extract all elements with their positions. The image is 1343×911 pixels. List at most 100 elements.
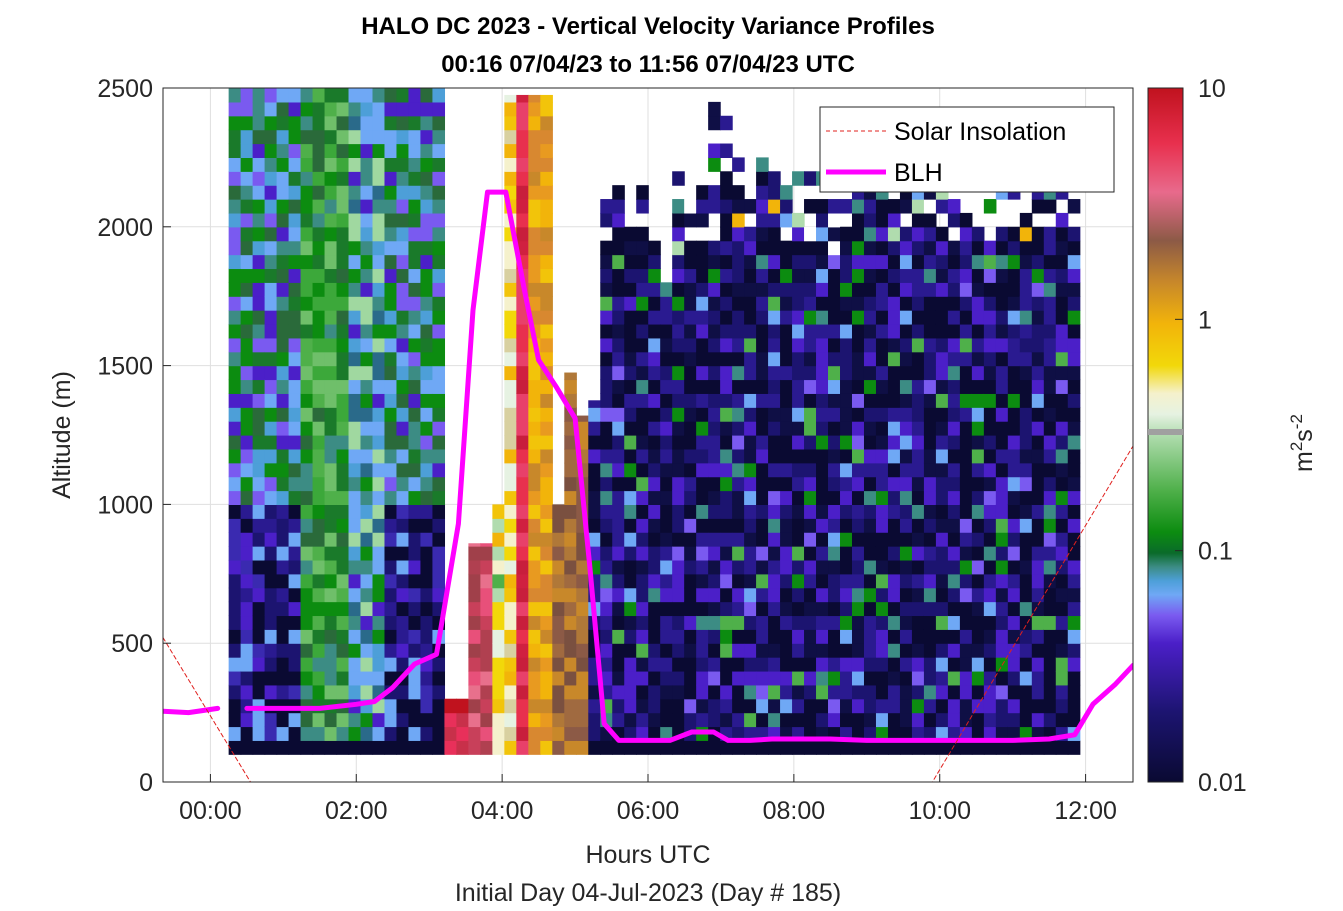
heatmap-cell <box>1007 629 1021 644</box>
heatmap-cell <box>1043 337 1057 353</box>
heatmap-cell <box>887 268 901 283</box>
heatmap-cell <box>756 185 769 200</box>
heatmap-cell <box>935 323 949 339</box>
heatmap-cell <box>396 282 410 297</box>
heatmap-cell <box>276 240 290 256</box>
heatmap-cell <box>840 518 853 533</box>
heatmap-cell <box>360 532 374 547</box>
heatmap-cell <box>264 199 278 214</box>
heatmap-cell <box>1067 379 1081 394</box>
heatmap-cell <box>768 393 781 408</box>
heatmap-cell <box>408 365 422 381</box>
heatmap-cell <box>252 185 266 200</box>
heatmap-cell <box>816 407 829 422</box>
heatmap-cell <box>300 185 314 200</box>
heatmap-cell <box>588 448 601 464</box>
heatmap-cell <box>564 532 577 547</box>
heatmap-cell <box>600 254 613 270</box>
heatmap-cell <box>288 684 302 700</box>
heatmap-cell <box>528 296 541 311</box>
heatmap-cell <box>732 587 745 603</box>
heatmap-cell <box>828 296 841 311</box>
heatmap-cell <box>384 171 398 186</box>
heatmap-cell <box>240 435 254 450</box>
heatmap-cell <box>384 657 398 672</box>
heatmap-cell <box>804 296 817 311</box>
heatmap-cell <box>624 365 637 381</box>
heatmap-cell <box>420 323 434 339</box>
heatmap-cell <box>348 490 362 505</box>
heatmap-cell <box>756 740 769 755</box>
heatmap-cell <box>228 310 242 325</box>
heatmap-cell <box>816 226 829 242</box>
heatmap-cell <box>935 684 949 700</box>
heatmap-cell <box>372 337 386 353</box>
heatmap-cell <box>899 504 913 519</box>
heatmap-cell <box>408 490 422 505</box>
heatmap-cell <box>624 629 637 644</box>
heatmap-cell <box>540 629 553 644</box>
heatmap-cell <box>480 684 493 700</box>
heatmap-cell <box>1067 698 1081 714</box>
heatmap-cell <box>300 212 314 228</box>
heatmap-cell <box>396 240 410 256</box>
heatmap-cell <box>336 143 350 158</box>
heatmap-cell <box>1067 351 1081 367</box>
heatmap-cell <box>983 448 997 464</box>
heatmap-cell <box>420 573 434 589</box>
heatmap-cell <box>360 226 374 242</box>
heatmap-cell <box>780 240 793 256</box>
heatmap-cell <box>696 407 709 422</box>
heatmap-cell <box>252 518 266 533</box>
heatmap-cell <box>780 351 793 367</box>
heatmap-cell <box>276 421 290 436</box>
heatmap-cell <box>1067 462 1081 478</box>
heatmap-cell <box>1007 559 1021 575</box>
heatmap-cell <box>660 296 673 311</box>
heatmap-cell <box>684 740 697 755</box>
heatmap-cell <box>828 393 841 408</box>
heatmap-cell <box>300 268 314 283</box>
heatmap-cell <box>576 415 589 422</box>
heatmap-cell <box>851 615 865 630</box>
heatmap-cell <box>1019 532 1033 547</box>
heatmap-cell <box>252 490 266 505</box>
heatmap-cell <box>600 199 613 214</box>
heatmap-cell <box>732 185 745 200</box>
heatmap-cell <box>240 740 254 755</box>
heatmap-cell <box>336 670 350 686</box>
heatmap-cell <box>264 240 278 256</box>
heatmap-cell <box>720 240 733 256</box>
heatmap-cell <box>276 712 290 728</box>
heatmap-cell <box>648 337 661 353</box>
heatmap-cell <box>732 573 745 589</box>
heatmap-cell <box>708 601 721 617</box>
heatmap-cell <box>1019 559 1033 575</box>
heatmap-cell <box>875 712 889 728</box>
heatmap-cell <box>480 546 493 561</box>
heatmap-cell <box>432 435 446 450</box>
heatmap-cell <box>780 601 793 617</box>
heatmap-cell <box>1031 337 1045 353</box>
heatmap-cell <box>1055 448 1069 464</box>
heatmap-cell <box>348 337 362 353</box>
heatmap-cell <box>540 559 553 575</box>
heatmap-cell <box>935 615 949 630</box>
heatmap-cell <box>264 504 278 519</box>
heatmap-cell <box>504 94 517 103</box>
heatmap-cell <box>516 421 529 436</box>
heatmap-cell <box>1067 518 1081 533</box>
x-axis-label: Hours UTC <box>585 841 710 869</box>
heatmap-cell <box>911 393 925 408</box>
heatmap-cell <box>276 379 290 394</box>
heatmap-cell <box>708 684 721 700</box>
heatmap-cell <box>768 448 781 464</box>
heatmap-cell <box>660 337 673 353</box>
heatmap-cell <box>828 282 841 297</box>
heatmap-cell <box>911 226 925 242</box>
heatmap-cell <box>396 212 410 228</box>
heatmap-cell <box>372 157 386 172</box>
heatmap-cell <box>863 337 877 353</box>
heatmap-cell <box>588 435 601 450</box>
heatmap-cell <box>288 573 302 589</box>
